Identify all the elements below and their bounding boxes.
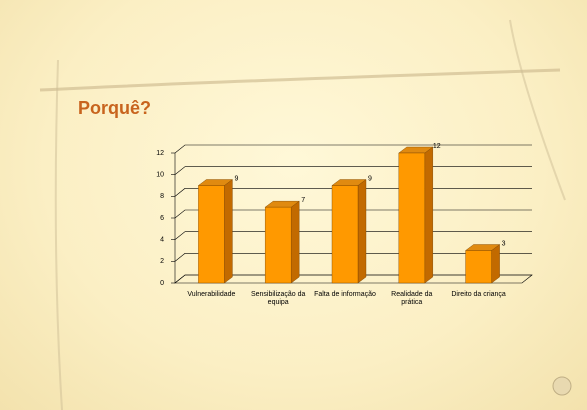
bar [265,201,299,283]
x-tick-label: Realidade da prática [380,291,444,307]
grid-line [175,167,532,175]
decor-streak [510,20,565,200]
bar [198,180,232,284]
y-tick-label: 8 [160,193,164,200]
value-label: 7 [301,197,305,204]
bar-side [291,201,299,283]
grid-line [175,145,532,153]
x-tick-label: Sensibilização da equipa [246,291,310,307]
bar-side [358,180,366,284]
bar-front [265,207,291,283]
bar-front [399,153,425,283]
x-tick-label: Direito da criança [447,291,511,299]
y-tick-label: 10 [156,172,164,179]
bar-front [198,186,224,284]
slide: 0 2 4 6 8 10 12 9 7 9 12 3 Porquê? VulnerabilidadeS… [0,0,587,410]
value-label: 9 [234,175,238,182]
y-tick-label: 6 [160,215,164,222]
bar-side [492,245,500,284]
y-tick-label: 2 [160,258,164,265]
value-label: 9 [368,175,372,182]
x-tick-label: Falta de informação [313,291,377,299]
bar-side [425,147,433,283]
bar [399,147,433,283]
slide-title: Porquê? [78,98,151,119]
bar-front [332,186,358,284]
y-tick-label: 0 [160,280,164,287]
value-label: 3 [502,240,506,247]
decor-streak [56,60,62,410]
bar [332,180,366,284]
value-label: 12 [433,143,441,150]
decor-seal [553,377,571,395]
bar-front [466,251,492,284]
chart: 0 2 4 6 8 10 12 9 7 9 12 3 [0,0,587,410]
bar-side [224,180,232,284]
y-tick-label: 12 [156,150,164,157]
y-tick-label: 4 [160,237,164,244]
x-tick-label: Vulnerabilidade [179,291,243,299]
decor-streak [40,70,560,90]
bar [466,245,500,284]
